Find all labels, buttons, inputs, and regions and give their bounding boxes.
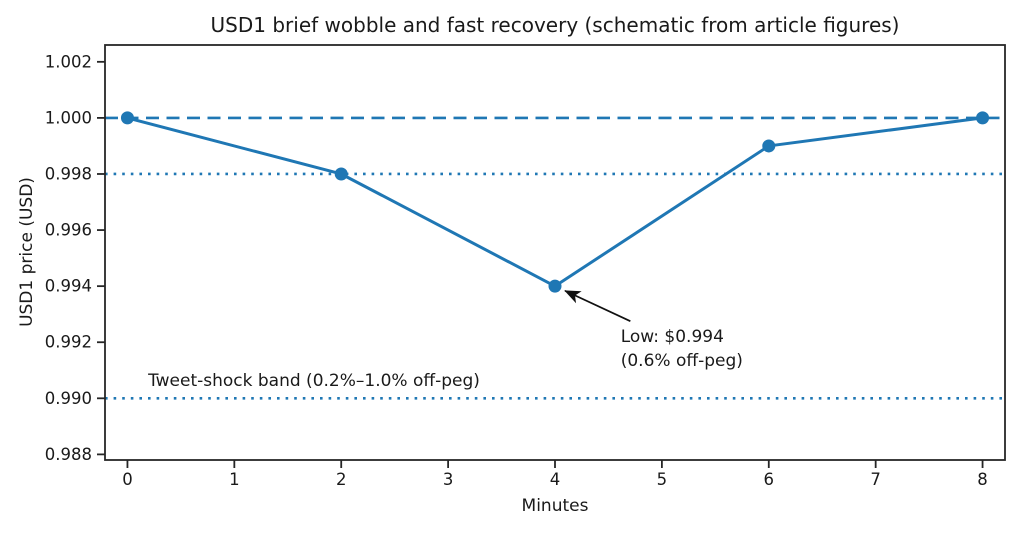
x-tick-label: 3	[443, 470, 454, 489]
data-point	[334, 167, 348, 181]
x-tick-label: 0	[122, 470, 133, 489]
x-tick-label: 1	[229, 470, 240, 489]
chart-title: USD1 brief wobble and fast recovery (sch…	[210, 13, 900, 37]
data-point	[976, 111, 990, 125]
y-tick-label: 1.002	[45, 52, 92, 71]
x-tick-label: 6	[764, 470, 775, 489]
y-tick-label: 0.990	[45, 389, 92, 408]
x-tick-label: 5	[657, 470, 668, 489]
annotation-arrow	[564, 290, 631, 322]
y-tick-label: 0.988	[45, 445, 92, 464]
price-line	[127, 116, 983, 288]
y-tick-label: 0.992	[45, 333, 92, 352]
x-axis-label: Minutes	[521, 496, 589, 516]
x-tick-label: 7	[870, 470, 881, 489]
data-point	[120, 111, 134, 125]
data-point	[762, 139, 776, 153]
y-tick-label: 0.994	[45, 277, 92, 296]
y-tick-label: 1.000	[45, 108, 92, 127]
x-tick-label: 8	[977, 470, 988, 489]
annotation-band-label: Tweet-shock band (0.2%–1.0% off-peg)	[148, 371, 480, 392]
x-tick-label: 2	[336, 470, 347, 489]
x-tick-label: 4	[550, 470, 561, 489]
y-tick-label: 0.998	[45, 164, 92, 183]
annotation-low: Low: $0.994 (0.6% off-peg)	[620, 327, 743, 372]
y-tick-label: 0.996	[45, 221, 92, 240]
data-point	[548, 279, 562, 293]
axes-frame	[104, 44, 1006, 461]
